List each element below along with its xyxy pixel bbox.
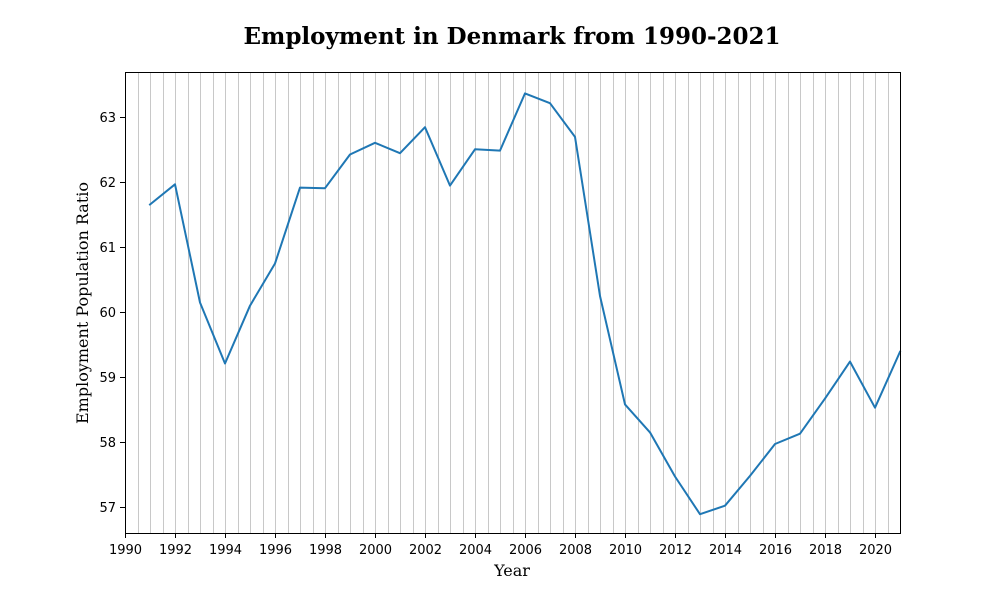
x-tick-label: 2004 [459, 543, 492, 558]
x-tick-label: 1994 [209, 543, 242, 558]
x-tick-label: 2012 [659, 543, 692, 558]
x-tick-label: 2010 [609, 543, 642, 558]
series-line [148, 92, 902, 516]
x-tick-label: 2002 [409, 543, 442, 558]
y-tick-label: 63 [99, 111, 116, 126]
x-tick-label: 2018 [809, 543, 842, 558]
series-layer [148, 92, 902, 516]
x-tick-label: 2008 [559, 543, 592, 558]
x-axis-ticks: 1990 1992 1994 1996 1998 2000 2002 2004 2006 2008… [109, 533, 892, 558]
x-tick-label: 1998 [309, 543, 342, 558]
y-tick-label: 57 [99, 501, 116, 516]
y-tick-label: 61 [99, 241, 116, 256]
y-tick-label: 58 [99, 436, 116, 451]
x-tick-label: 1992 [159, 543, 192, 558]
x-tick-label: 1996 [259, 543, 292, 558]
y-tick-label: 59 [99, 371, 116, 386]
y-axis-label: Employment Population Ratio [73, 182, 92, 424]
x-tick-label: 2006 [509, 543, 542, 558]
x-tick-label: 1990 [109, 543, 142, 558]
x-tick-label: 2014 [709, 543, 742, 558]
grid-layer [138, 72, 889, 533]
y-axis-ticks: 57 58 59 60 61 62 63 [99, 111, 125, 516]
plot-frame [125, 72, 901, 534]
x-axis-label: Year [493, 561, 530, 580]
y-tick-label: 62 [99, 176, 116, 191]
x-tick-label: 2016 [759, 543, 792, 558]
y-tick-label: 60 [99, 306, 116, 321]
x-tick-label: 2020 [859, 543, 892, 558]
x-tick-label: 2000 [359, 543, 392, 558]
chart-title: Employment in Denmark from 1990-2021 [243, 23, 780, 50]
